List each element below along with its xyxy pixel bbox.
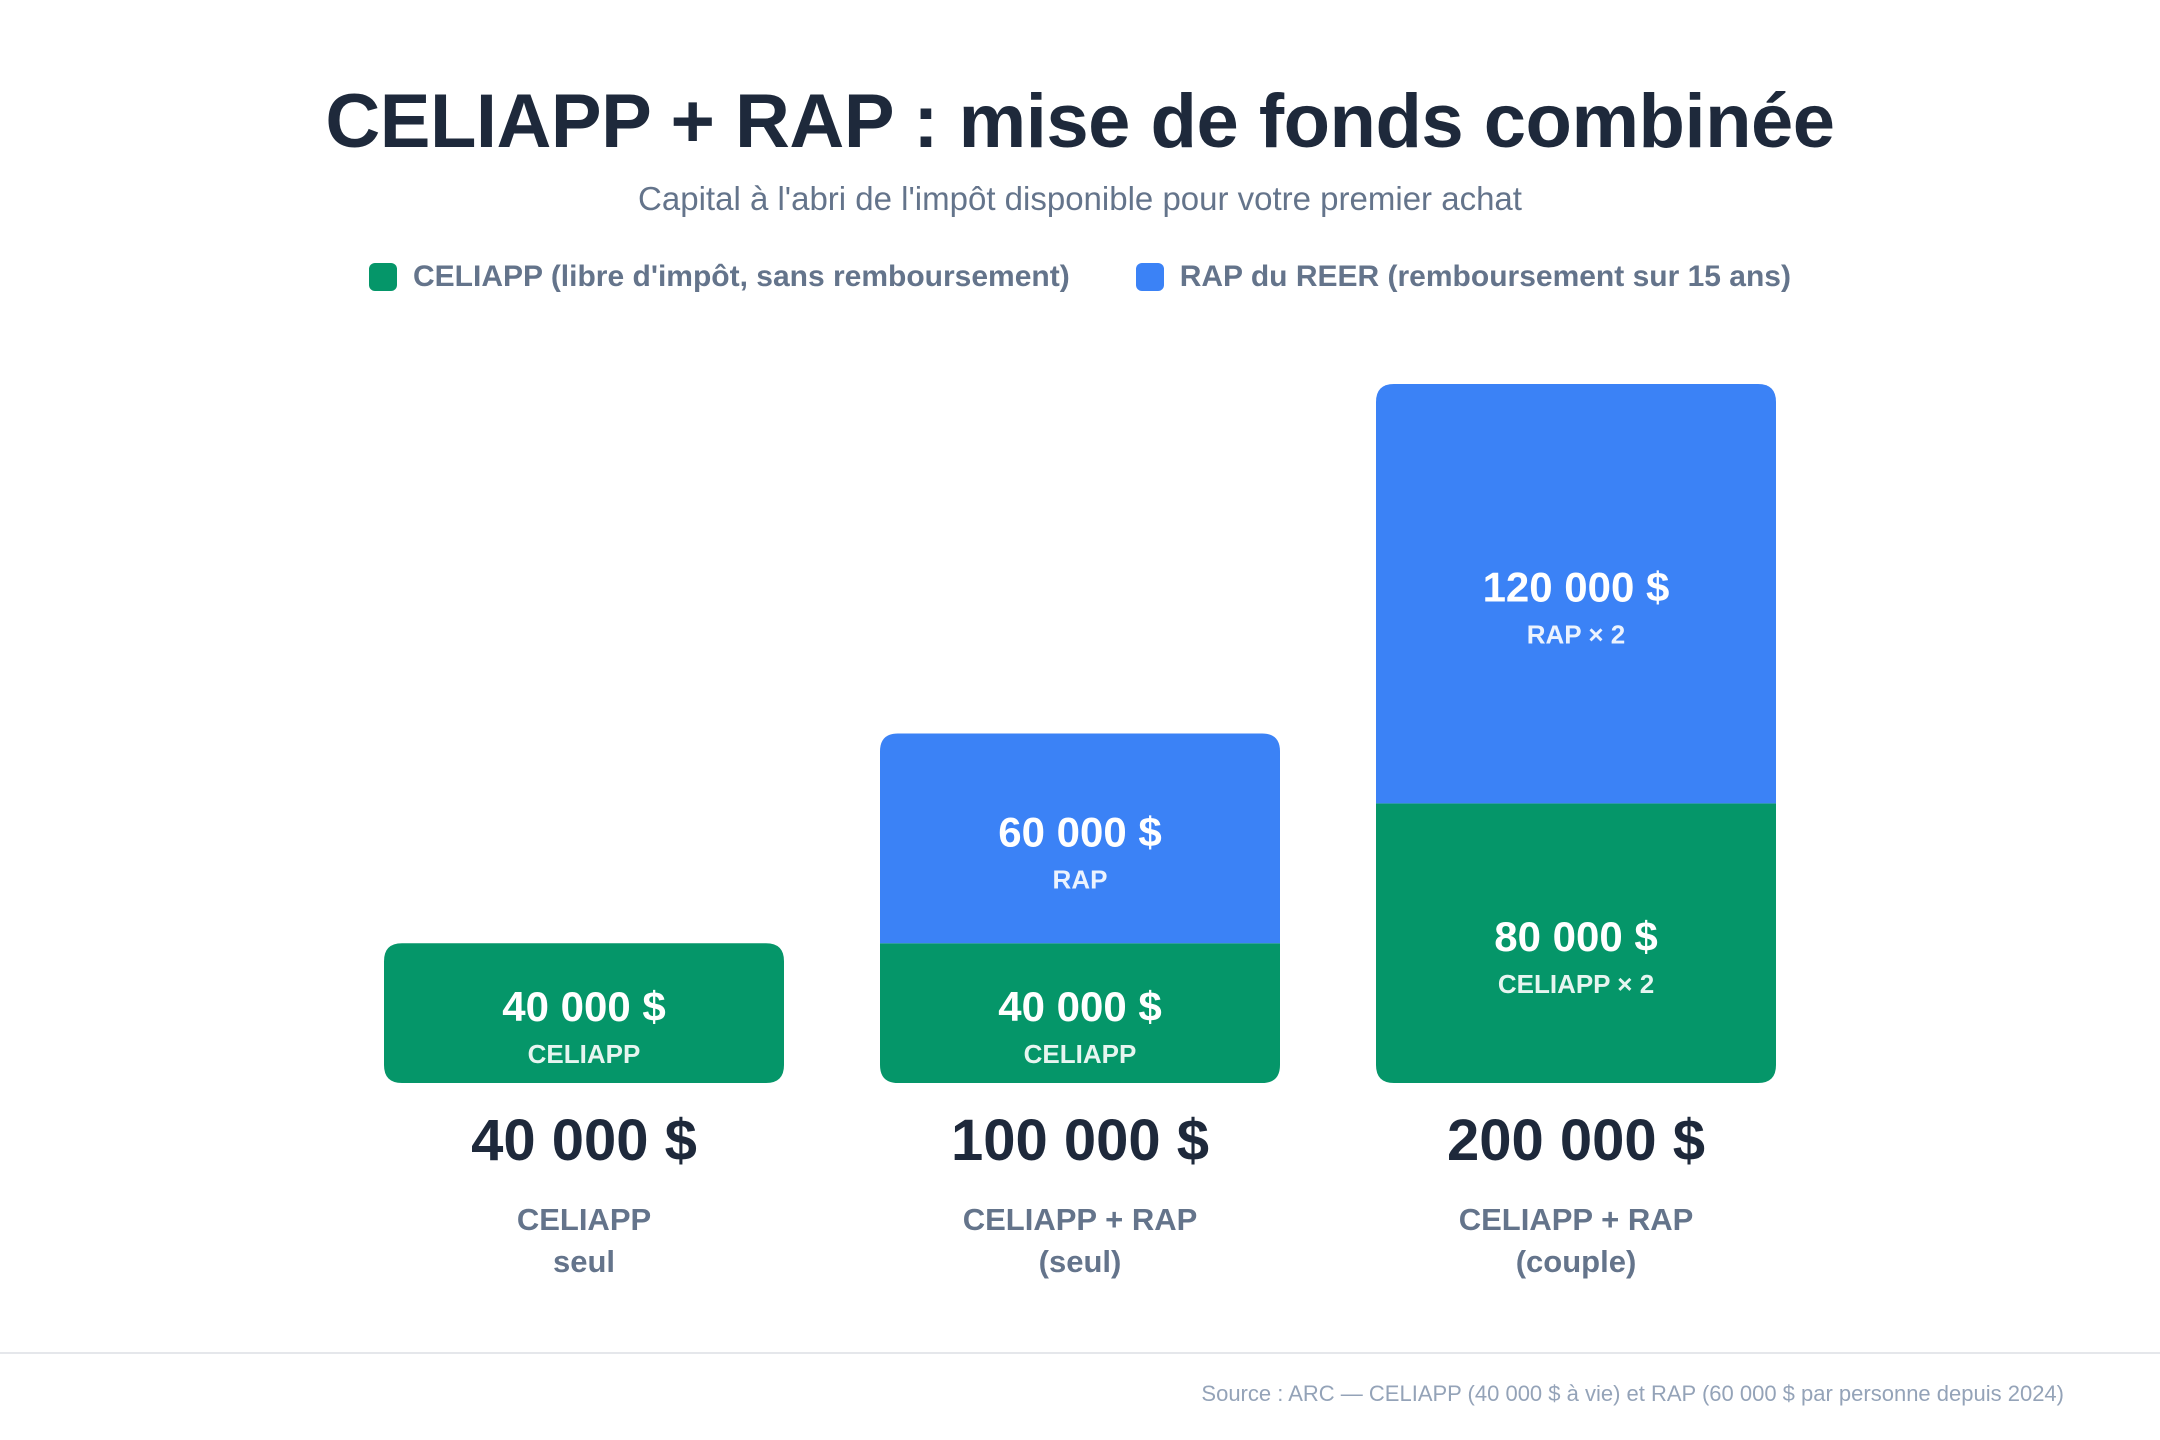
bar-value-label-rap-2: 60 000 $: [998, 808, 1162, 855]
category-label-line1-2: CELIAPP + RAP: [963, 1202, 1198, 1237]
bar-sub-label-celiapp-1: CELIAPP: [528, 1039, 641, 1069]
bar-segment-celiapp-2: [880, 943, 1280, 1083]
source-note: Source : ARC — CELIAPP (40 000 $ à vie) …: [1201, 1381, 2064, 1406]
bar-sub-label-rap-3: RAP × 2: [1527, 620, 1626, 650]
legend-label-rap: RAP du REER (remboursement sur 15 ans): [1179, 260, 1791, 293]
legend-label-celiapp: CELIAPP (libre d'impôt, sans rembourseme…: [413, 260, 1070, 293]
bar-sub-label-celiapp-2: CELIAPP: [1024, 1039, 1137, 1069]
legend-swatch-rap: [1135, 263, 1164, 291]
legend: CELIAPP (libre d'impôt, sans rembourseme…: [0, 260, 2160, 294]
chart-subtitle: Capital à l'abri de l'impôt disponible p…: [638, 180, 1522, 217]
bar-segment-celiapp-3: [1376, 803, 1776, 1083]
category-label-line1-1: CELIAPP: [517, 1202, 651, 1237]
bar-segment-rap-2: [880, 733, 1280, 944]
chart-title: CELIAPP + RAP : mise de fonds combinée: [325, 79, 1835, 164]
category-label-line1-3: CELIAPP + RAP: [1459, 1202, 1694, 1237]
bar-total-label-2: 100 000 $: [951, 1108, 1209, 1173]
legend-swatch-celiapp: [369, 263, 397, 291]
category-label-line2-3: (couple): [1516, 1244, 1637, 1279]
category-label-line2-2: (seul): [1039, 1244, 1122, 1279]
bar-segment-celiapp-1: [384, 943, 784, 1083]
category-label-line2-1: seul: [553, 1244, 615, 1279]
bar-total-label-3: 200 000 $: [1447, 1108, 1705, 1173]
bar-total-label-1: 40 000 $: [471, 1108, 697, 1173]
legend-item-celiapp: CELIAPP (libre d'impôt, sans rembourseme…: [369, 260, 1070, 294]
legend-item-rap: RAP du REER (remboursement sur 15 ans): [1135, 260, 1791, 294]
bar-value-label-celiapp-2: 40 000 $: [998, 983, 1162, 1030]
bar-value-label-rap-3: 120 000 $: [1483, 564, 1670, 611]
bar-sub-label-celiapp-3: CELIAPP × 2: [1498, 969, 1654, 999]
bar-segment-rap-3: [1376, 384, 1776, 804]
footer-divider: [0, 1352, 2160, 1354]
bar-sub-label-rap-2: RAP: [1053, 864, 1108, 894]
bar-value-label-celiapp-1: 40 000 $: [502, 983, 666, 1030]
bar-value-label-celiapp-3: 80 000 $: [1494, 913, 1658, 960]
